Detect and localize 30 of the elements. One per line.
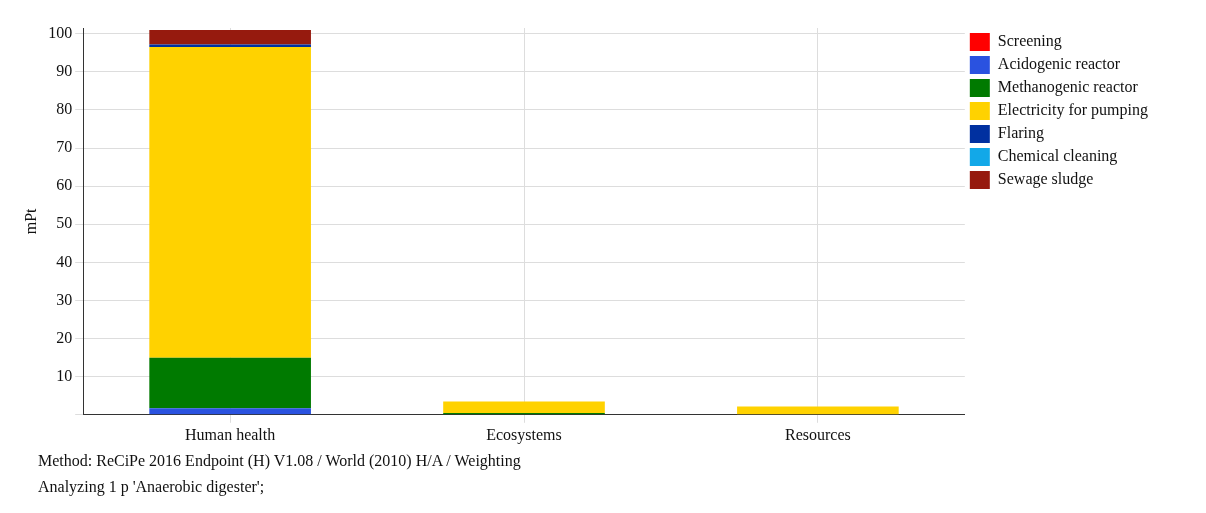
x-tick-label: Resources bbox=[785, 425, 851, 443]
legend-label: Chemical cleaning bbox=[997, 147, 1118, 166]
y-tick-label: 40 bbox=[56, 252, 73, 270]
y-tick-label: 80 bbox=[56, 100, 73, 118]
bar bbox=[149, 47, 311, 358]
legend-label: Flaring bbox=[997, 124, 1045, 143]
legend-label: Electricity for pumping bbox=[997, 101, 1149, 120]
legend-label: Screening bbox=[997, 32, 1062, 51]
legend-label: Sewage sludge bbox=[997, 170, 1094, 189]
y-tick-label: 60 bbox=[56, 176, 73, 194]
legend-label: Methanogenic reactor bbox=[997, 78, 1139, 97]
text: Analyzing 1 p 'Anaerobic digester'; bbox=[38, 477, 266, 498]
y-tick-label: 10 bbox=[56, 366, 73, 384]
y-tick-label: 30 bbox=[56, 290, 73, 308]
bar bbox=[149, 408, 311, 415]
y-tick-label: 20 bbox=[56, 328, 73, 346]
bar bbox=[737, 406, 899, 415]
y-tick-label: 50 bbox=[56, 214, 73, 232]
text: Method: ReCiPe 2016 Endpoint (H) V1.08 / World (2010) H/A / Weighting bbox=[38, 451, 522, 472]
bar bbox=[443, 401, 605, 413]
legend-label: Acidogenic reactor bbox=[997, 55, 1121, 74]
y-tick-label: 90 bbox=[56, 62, 73, 80]
y-tick-label: 100 bbox=[48, 23, 73, 41]
x-tick-label: Human health bbox=[185, 425, 276, 443]
bar bbox=[149, 357, 311, 409]
bar bbox=[149, 29, 311, 45]
y-tick-label: 70 bbox=[56, 138, 73, 156]
bar bbox=[149, 44, 311, 48]
x-tick-label: Ecosystems bbox=[486, 425, 562, 444]
y-axis-title: mPt bbox=[21, 207, 39, 235]
